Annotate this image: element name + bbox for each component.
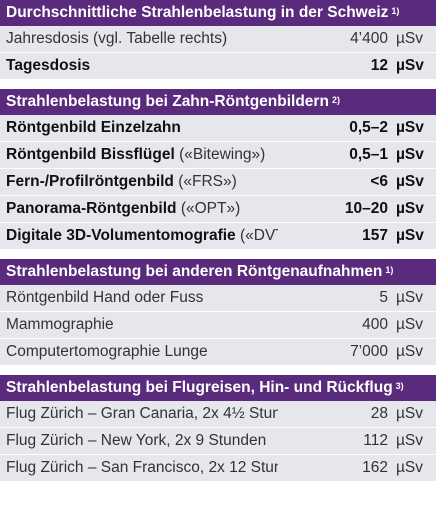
section-header-dental-xray: Strahlenbelastung bei Zahn-Röntgenbilder… xyxy=(0,89,436,115)
row-label: Flug Zürich – San Francisco, 2x 12 Stund… xyxy=(6,459,278,476)
row-unit: µSv xyxy=(396,200,424,217)
row-value: 157 xyxy=(362,227,388,244)
row-value: 7’000 xyxy=(350,343,388,360)
row-value: <6 xyxy=(370,173,388,190)
row-note: («DVT») xyxy=(239,227,278,244)
section-title: Strahlenbelastung bei anderen Röntgenauf… xyxy=(6,263,383,280)
row-unit: µSv xyxy=(396,405,424,422)
row-unit: µSv xyxy=(396,432,424,449)
row-label: Röntgenbild Hand oder Fuss xyxy=(6,289,204,306)
row-label: Tagesdosis xyxy=(6,57,91,74)
row-value: 162 xyxy=(362,459,388,476)
row-value: 0,5–1 xyxy=(349,146,388,163)
footnote-marker: 1) xyxy=(385,265,394,275)
row-unit: µSv xyxy=(396,30,424,47)
row-label: Flug Zürich – New York, 2x 9 Stunden xyxy=(6,432,267,449)
table-row: Röntgenbild Bissflügel («Bitewing») 0,5–… xyxy=(0,142,436,169)
section-gap xyxy=(0,366,436,375)
section-gap xyxy=(0,250,436,259)
section-gap xyxy=(0,80,436,89)
row-value: 112 xyxy=(363,432,388,449)
row-label: Mammographie xyxy=(6,316,114,333)
section-header-other-xray: Strahlenbelastung bei anderen Röntgenauf… xyxy=(0,259,436,285)
table-row: Röntgenbild Einzelzahn 0,5–2 µSv xyxy=(0,115,436,142)
row-note: («FRS») xyxy=(178,173,237,190)
section-header-flights: Strahlenbelastung bei Flugreisen, Hin- u… xyxy=(0,375,436,401)
table-row: Digitale 3D-Volumentomografie («DVT») 15… xyxy=(0,223,436,250)
row-label: Computertomographie Lunge xyxy=(6,343,208,360)
table-row: Tagesdosis 12 µSv xyxy=(0,53,436,80)
table-row: Flug Zürich – San Francisco, 2x 12 Stund… xyxy=(0,455,436,482)
table-row: Flug Zürich – Gran Canaria, 2x 4½ Stunde… xyxy=(0,401,436,428)
row-label: Röntgenbild Einzelzahn xyxy=(6,119,181,136)
row-label: Panorama-Röntgenbild («OPT») xyxy=(6,200,241,217)
row-unit: µSv xyxy=(396,227,424,244)
row-unit: µSv xyxy=(396,57,424,74)
footnote-marker: 3) xyxy=(395,381,404,391)
row-value: 400 xyxy=(362,316,388,333)
table-row: Flug Zürich – New York, 2x 9 Stunden 112… xyxy=(0,428,436,455)
radiation-exposure-table: Durchschnittliche Strahlenbelastung in d… xyxy=(0,0,436,482)
table-row: Panorama-Röntgenbild («OPT») 10–20 µSv xyxy=(0,196,436,223)
row-value: 5 xyxy=(379,289,388,306)
row-label: Digitale 3D-Volumentomografie («DVT») xyxy=(0,227,278,245)
footnote-marker: 1) xyxy=(391,6,400,16)
table-row: Röntgenbild Hand oder Fuss 5 µSv xyxy=(0,285,436,312)
row-value: 10–20 xyxy=(344,200,388,217)
row-note: («OPT») xyxy=(180,200,241,217)
section-header-average-exposure: Durchschnittliche Strahlenbelastung in d… xyxy=(0,0,436,26)
section-title: Strahlenbelastung bei Flugreisen, Hin- u… xyxy=(6,379,393,396)
row-note: («Bitewing») xyxy=(179,146,266,163)
row-unit: µSv xyxy=(396,343,424,360)
table-row: Mammographie 400 µSv xyxy=(0,312,436,339)
row-value: 0,5–2 xyxy=(349,119,388,136)
row-value: 28 xyxy=(370,405,388,422)
row-value: 4’400 xyxy=(350,30,388,47)
row-label: Röntgenbild Bissflügel («Bitewing») xyxy=(6,146,266,163)
table-row: Jahresdosis (vgl. Tabelle rechts) 4’400 … xyxy=(0,26,436,53)
row-label: Jahresdosis (vgl. Tabelle rechts) xyxy=(6,30,228,47)
row-value: 12 xyxy=(370,57,388,74)
row-unit: µSv xyxy=(396,173,424,190)
footnote-marker: 2) xyxy=(331,95,340,105)
row-unit: µSv xyxy=(396,316,424,333)
row-label: Fern-/Profilröntgenbild («FRS») xyxy=(6,173,237,190)
row-unit: µSv xyxy=(396,289,424,306)
row-unit: µSv xyxy=(396,459,424,476)
section-title: Durchschnittliche Strahlenbelastung in d… xyxy=(6,4,389,21)
row-label: Flug Zürich – Gran Canaria, 2x 4½ Stunde… xyxy=(6,405,278,422)
table-row: Computertomographie Lunge 7’000 µSv xyxy=(0,339,436,366)
section-title: Strahlenbelastung bei Zahn-Röntgenbilder… xyxy=(6,93,329,110)
table-row: Fern-/Profilröntgenbild («FRS») <6 µSv xyxy=(0,169,436,196)
row-unit: µSv xyxy=(396,119,424,136)
row-unit: µSv xyxy=(396,146,424,163)
